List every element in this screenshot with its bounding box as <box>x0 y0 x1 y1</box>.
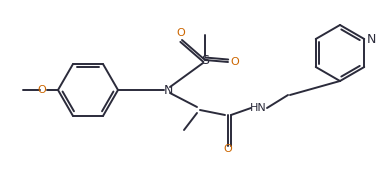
Text: S: S <box>201 53 209 66</box>
Text: N: N <box>367 33 377 46</box>
Text: O: O <box>224 144 232 154</box>
Text: HN: HN <box>249 103 266 113</box>
Text: O: O <box>230 57 239 67</box>
Text: O: O <box>37 85 46 95</box>
Text: O: O <box>177 28 185 38</box>
Text: N: N <box>163 83 173 97</box>
